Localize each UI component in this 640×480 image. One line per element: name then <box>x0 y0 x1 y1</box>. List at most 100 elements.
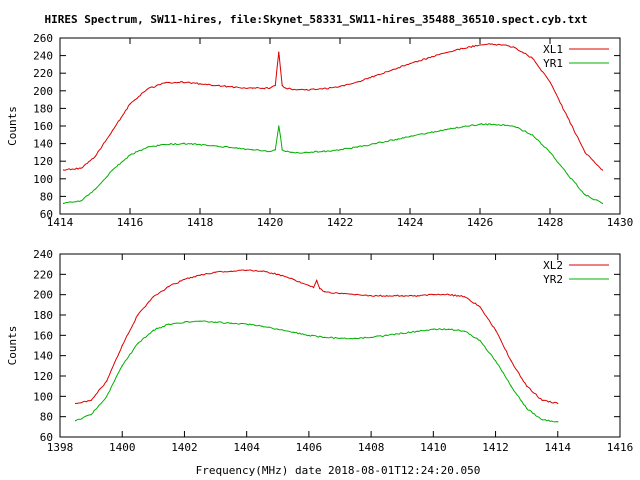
x-tick-label: 1404 <box>233 441 260 454</box>
x-tick-label: 1414 <box>545 441 572 454</box>
x-tick-label: 1400 <box>109 441 136 454</box>
data-point-xl1 <box>409 62 411 65</box>
data-point-xl2 <box>479 306 481 308</box>
data-point-xl1 <box>281 84 283 87</box>
data-point-xl2 <box>246 269 248 271</box>
data-point-xl2 <box>121 344 123 347</box>
data-point-xl2 <box>494 329 497 331</box>
x-tick-label: 1410 <box>420 441 447 454</box>
data-point-xl2 <box>448 294 450 296</box>
y-tick-label: 120 <box>33 155 53 168</box>
data-point-xl1 <box>304 89 306 91</box>
y-axis-label: Counts <box>6 106 19 146</box>
x-tick-label: 1406 <box>296 441 323 454</box>
data-point-yr2 <box>370 336 372 338</box>
data-point-xl1 <box>111 129 114 131</box>
data-point-xl1 <box>549 81 551 83</box>
x-tick-label: 1422 <box>327 216 354 229</box>
data-point-xl1 <box>129 103 131 105</box>
data-point-xl1 <box>479 44 481 46</box>
y-tick-label: 160 <box>33 120 53 133</box>
data-point-yr1 <box>274 149 276 151</box>
y-tick-label: 260 <box>33 32 53 45</box>
data-point-yr2 <box>526 407 528 410</box>
data-point-xl1 <box>356 81 359 83</box>
y-tick-label: 140 <box>33 138 53 151</box>
data-point-xl2 <box>90 399 92 401</box>
figure-title: HIRES Spectrum, SW11-hires, file:Skynet_… <box>44 13 587 26</box>
data-point-xl2 <box>277 273 279 275</box>
data-point-xl2 <box>354 294 357 296</box>
data-point-xl1 <box>461 47 464 50</box>
data-point-yr2 <box>152 329 154 331</box>
data-point-yr1 <box>251 149 254 151</box>
data-point-xl2 <box>432 294 434 296</box>
y-tick-label: 80 <box>40 190 53 203</box>
bottom-panel: 60 80 100 120 140 160 180 200 220 240 1398 1400 1402… <box>6 248 633 454</box>
data-point-xl1 <box>584 151 586 153</box>
data-point-xl1 <box>279 68 282 70</box>
data-point-xl1 <box>489 43 492 45</box>
data-point-xl2 <box>261 270 263 272</box>
data-point-yr1 <box>94 188 96 190</box>
y-tick-label: 240 <box>33 248 53 261</box>
data-point-xl1 <box>374 75 376 77</box>
data-point-yr2 <box>557 421 559 423</box>
y-tick-label: 60 <box>40 431 53 444</box>
data-point-yr1 <box>181 143 184 145</box>
data-point-yr2 <box>448 328 450 330</box>
data-point-yr1 <box>409 135 411 138</box>
data-point-yr1 <box>234 147 236 149</box>
y-tick-label: 220 <box>33 67 53 80</box>
data-point-yr1 <box>601 202 604 205</box>
data-point-xl2 <box>386 295 388 297</box>
data-point-xl2 <box>168 285 170 288</box>
data-point-xl2 <box>370 295 372 297</box>
data-point-yr1 <box>549 151 551 153</box>
data-point-yr1 <box>461 126 464 128</box>
data-point-xl1 <box>146 88 149 90</box>
data-point-yr1 <box>489 123 492 125</box>
series-line-yr2 <box>75 320 558 423</box>
data-point-xl2 <box>74 402 77 405</box>
y-tick-label: 200 <box>33 289 53 302</box>
data-point-yr1 <box>129 154 131 156</box>
data-point-yr2 <box>168 323 170 325</box>
data-point-xl1 <box>164 82 166 84</box>
data-point-xl2 <box>308 284 310 287</box>
data-point-yr1 <box>391 139 394 141</box>
data-point-xl2 <box>214 271 217 273</box>
data-point-yr1 <box>164 143 166 146</box>
data-point-yr1 <box>216 145 219 147</box>
x-tick-label: 1430 <box>607 216 634 229</box>
data-point-yr1 <box>281 149 283 151</box>
data-point-xl1 <box>94 156 96 158</box>
data-point-yr2 <box>230 322 232 324</box>
data-point-yr1 <box>503 124 506 126</box>
data-point-xl1 <box>601 169 604 171</box>
legend-label-xl2: XL2 <box>543 259 563 272</box>
data-point-xl1 <box>216 84 219 87</box>
data-point-xl2 <box>152 296 154 298</box>
x-tick-label: 1420 <box>257 216 284 229</box>
legend-label-yr2: YR2 <box>543 273 563 286</box>
data-point-yr2 <box>479 339 481 342</box>
data-point-xl1 <box>62 169 65 171</box>
data-point-xl1 <box>274 84 276 87</box>
x-tick-label: 1428 <box>537 216 564 229</box>
data-point-xl1 <box>391 69 394 71</box>
data-point-yr1 <box>199 143 201 146</box>
y-tick-label: 240 <box>33 50 53 63</box>
data-point-xl2 <box>401 295 403 297</box>
data-point-xl2 <box>199 274 201 276</box>
data-point-xl1 <box>321 88 324 90</box>
data-point-yr2 <box>417 330 419 332</box>
x-tick-label: 1412 <box>482 441 509 454</box>
data-point-xl2 <box>316 279 318 282</box>
data-point-yr2 <box>541 419 543 421</box>
data-point-yr2 <box>323 336 326 338</box>
data-point-yr2 <box>510 385 512 387</box>
data-point-yr1 <box>566 173 569 175</box>
series-line-yr1 <box>63 123 603 204</box>
